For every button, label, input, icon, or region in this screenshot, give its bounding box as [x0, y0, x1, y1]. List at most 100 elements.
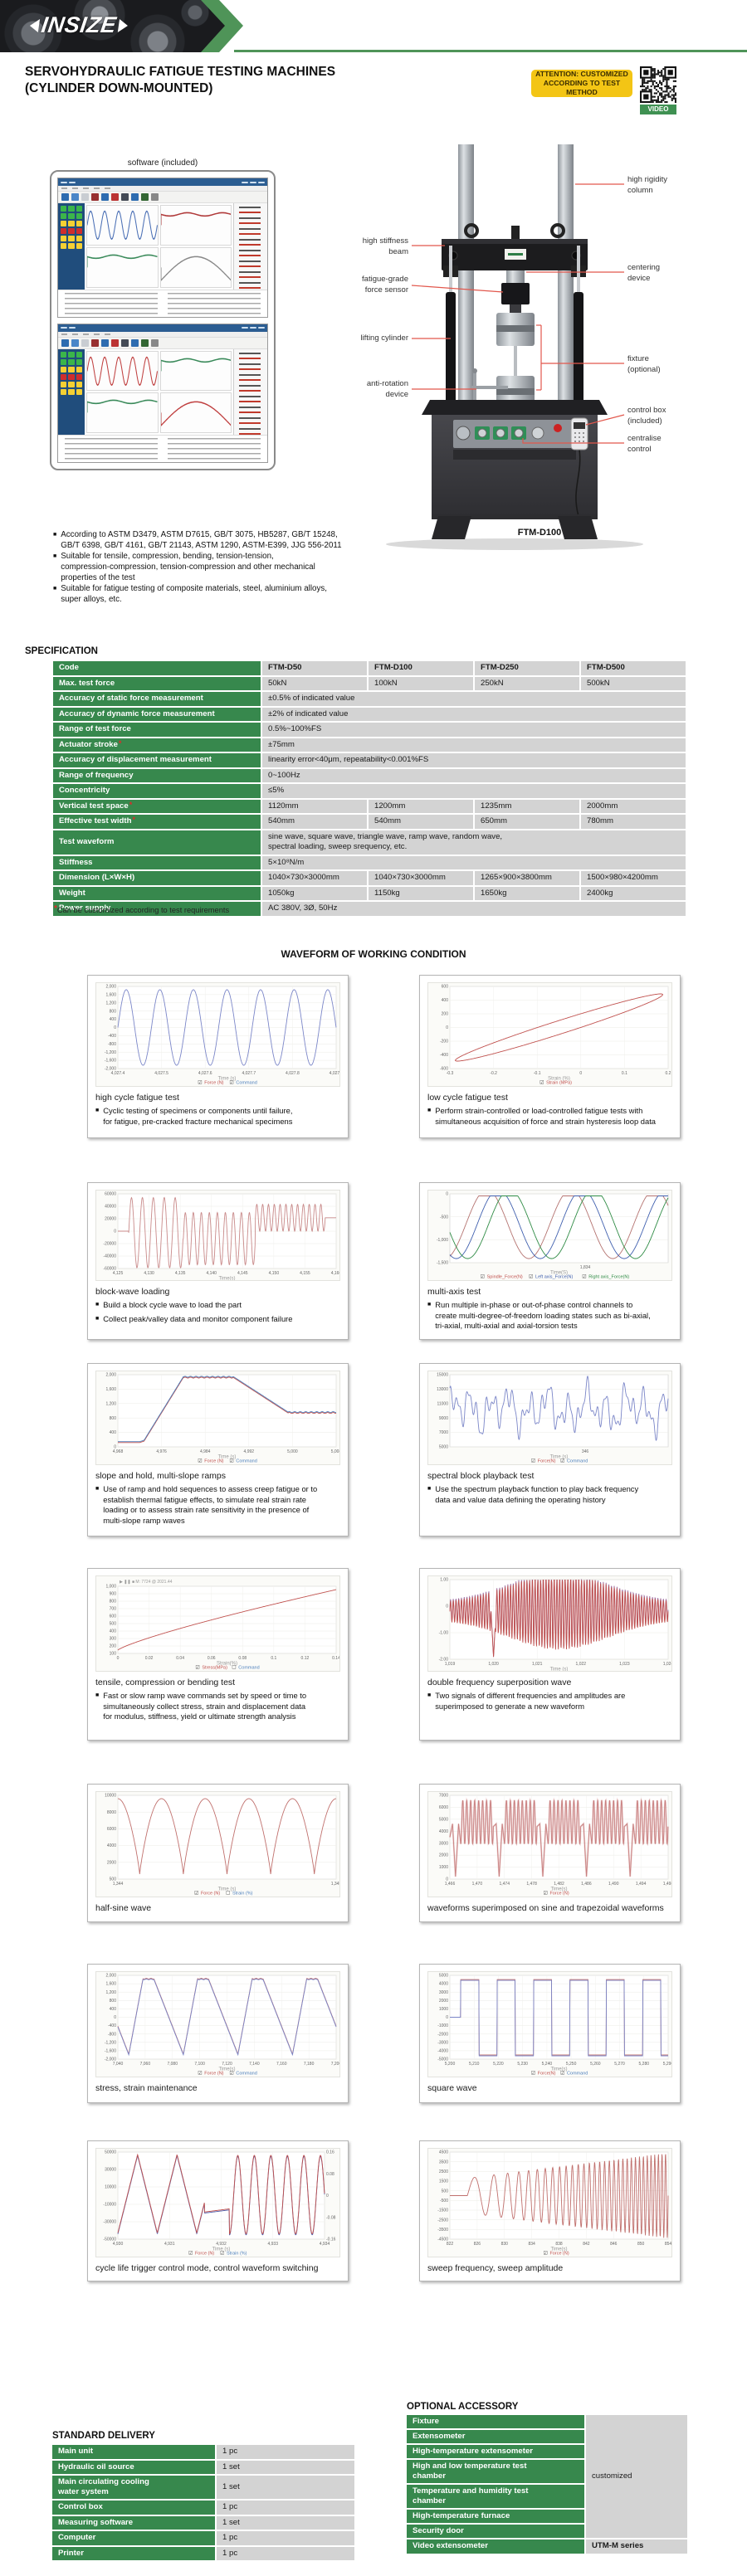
screenshot-titlebar [58, 178, 267, 186]
svg-text:☑: ☑ [229, 1080, 233, 1086]
delivery-qty-4: 1 set [217, 2515, 354, 2530]
svg-text:☑: ☑ [229, 2071, 233, 2077]
svg-text:☑: ☑ [229, 1458, 233, 1464]
chart-bullet: ■ Use of ramp and hold sequences to asses… [95, 1484, 318, 1525]
svg-text:0.16: 0.16 [326, 2150, 334, 2155]
svg-text:4,155: 4,155 [300, 1271, 310, 1276]
svg-text:Force (N): Force (N) [201, 1892, 220, 1897]
spec-value: 1040×730×3000mm [369, 871, 473, 885]
svg-text:1,000: 1,000 [105, 1585, 116, 1590]
callout-centralise-control: centralise control [627, 434, 662, 454]
spec-value: 50kN [262, 676, 367, 690]
svg-text:1,022: 1,022 [576, 1662, 587, 1667]
spec-value: 1235mm [475, 799, 579, 813]
svg-text:1,466: 1,466 [445, 1882, 456, 1887]
svg-text:400: 400 [110, 1017, 117, 1022]
delivery-qty-5: 1 pc [217, 2531, 354, 2545]
svg-text:838: 838 [555, 2242, 563, 2247]
svg-text:☑: ☑ [198, 1458, 202, 1464]
svg-text:☑: ☑ [529, 1274, 533, 1280]
screenshot-values [233, 203, 267, 290]
svg-text:-500: -500 [440, 1215, 448, 1220]
svg-text:4,135: 4,135 [175, 1271, 186, 1276]
waveform-card-tensile-ramp: 1,000 900 800 700 600 500 400 300 200 100 0 0.02 0.0… [87, 1568, 349, 1741]
svg-text:1,478: 1,478 [526, 1882, 537, 1887]
screenshot-charts [85, 348, 233, 435]
svg-text:-60000: -60000 [103, 1267, 116, 1272]
svg-text:4000: 4000 [439, 1982, 448, 1987]
svg-text:1,019: 1,019 [445, 1662, 456, 1667]
spec-label-14: Weight [53, 886, 261, 900]
svg-text:☑: ☑ [560, 1458, 564, 1464]
svg-text:Force (N): Force (N) [195, 2252, 214, 2257]
svg-text:Force (N): Force (N) [549, 1892, 569, 1897]
chart-caption-slope-hold: slope and hold, multi-slope ramps [95, 1471, 226, 1481]
optional-item-6: Security door [407, 2525, 584, 2538]
spec-value: FTM-D250 [475, 661, 579, 675]
chartbox-block-wave: 60000 40000 20000 0 -20000 -40000 -60000 4,125 4… [95, 1190, 340, 1281]
svg-text:Time(S): Time(S) [550, 1271, 568, 1276]
optional-video-value: UTM-M series [586, 2539, 687, 2554]
svg-text:☑: ☑ [582, 1274, 586, 1280]
svg-text:0.08: 0.08 [326, 2172, 334, 2177]
svg-text:Time (s): Time (s) [550, 1668, 569, 1672]
svg-text:7,100: 7,100 [194, 2062, 205, 2067]
callout-lines [411, 183, 625, 444]
chart-square-wave: 5000 4000 3000 2000 1000 0 -1000 -2000 -3000 -400… [437, 1974, 671, 2077]
qr-code [640, 66, 676, 103]
svg-text:0: 0 [114, 2015, 116, 2020]
waveform-card-stress-strain: 2,000 1,600 1,200 800 400 0 -400 -800 -1,200 -1,6… [87, 1964, 349, 2103]
screenshot-sidebar [58, 203, 85, 290]
chartbox-superimposed: 7000 6000 5000 4000 3000 2000 1000 0 1,466 1,470 1… [427, 1791, 672, 1897]
chart-bullet: ■ Build a block cycle wave to load the pa… [95, 1300, 242, 1309]
svg-text:0.06: 0.06 [208, 1656, 216, 1661]
svg-text:0.02: 0.02 [145, 1656, 154, 1661]
screenshot-toolbar [58, 337, 267, 349]
spec-value-span: 5×10⁸N/m [262, 855, 686, 869]
svg-text:0.04: 0.04 [176, 1656, 184, 1661]
feature-item-2: ■ Suitable for tensile, compression, bend… [53, 551, 410, 583]
chart-bullet: ■ Collect peak/valley data and monitor co… [95, 1313, 293, 1323]
chart-caption-tensile-ramp: tensile, compression or bending test [95, 1678, 236, 1687]
optional-item-0: Fixture [407, 2415, 584, 2428]
waveform-card-low-cycle: 600 400 200 0 -200 -400 -600 -0.3 -0.2 -0.1 0 0.1 0.… [419, 975, 681, 1138]
svg-text:822: 822 [447, 2242, 454, 2247]
delivery-item-3: Control box [52, 2501, 215, 2515]
svg-text:-30000: -30000 [103, 2220, 116, 2225]
svg-text:5,008: 5,008 [331, 1449, 340, 1454]
svg-text:Command: Command [238, 1666, 259, 1671]
chart-bullet: ■ Run multiple in-phase or out-of-phase c… [427, 1300, 651, 1331]
spec-value: 1050kg [262, 886, 367, 900]
svg-text:5000: 5000 [439, 1445, 448, 1450]
svg-text:Stress(MPa): Stress(MPa) [202, 1666, 227, 1671]
chart-bullet: ■ Cyclic testing of specimens or componen… [95, 1106, 293, 1126]
svg-text:1,200: 1,200 [105, 1001, 116, 1006]
svg-text:4,932: 4,932 [216, 2242, 227, 2247]
optional-customized-cell: customized [586, 2415, 687, 2538]
svg-text:1,021: 1,021 [532, 1662, 543, 1667]
chart-tensile-ramp: 1,000 900 800 700 600 500 400 300 200 1000 0.02 0.0… [105, 1580, 339, 1671]
chart-caption-double-frequency: double frequency superposition wave [427, 1678, 572, 1687]
svg-text:1,494: 1,494 [636, 1882, 647, 1887]
svg-text:0: 0 [326, 2194, 329, 2199]
svg-text:☑: ☑ [531, 1458, 535, 1464]
svg-text:Force (N): Force (N) [549, 2252, 569, 2257]
chart-low-cycle: 600 400 200 0 -200 -400 -600-0.3 -0.2 -0.1 0 0.1 0.… [440, 985, 671, 1086]
feature-text: Suitable for tensile, compression, bendi… [61, 552, 315, 582]
spec-value: 540mm [262, 815, 367, 829]
svg-text:-2,000: -2,000 [105, 1067, 116, 1072]
svg-text:1,474: 1,474 [499, 1882, 510, 1887]
svg-text:Command: Command [236, 2072, 256, 2077]
spec-value: 780mm [581, 815, 686, 829]
chart-caption-square-wave: square wave [427, 2083, 477, 2093]
screenshot-info [58, 435, 267, 462]
bullet-square-icon: ■ [95, 1692, 100, 1698]
svg-text:0: 0 [446, 1192, 448, 1197]
bullet-square-icon: ■ [427, 1302, 432, 1307]
svg-text:-0.2: -0.2 [490, 1071, 497, 1076]
waveform-card-multi-axis: 0 -500 -1,000 -1,500 1,834 Time(S) ☑ Spindle_Fo… [419, 1182, 681, 1340]
svg-text:Force (N): Force (N) [204, 1081, 223, 1086]
chart-bullet: ■ Perform strain-controlled or load-contr… [427, 1106, 657, 1126]
